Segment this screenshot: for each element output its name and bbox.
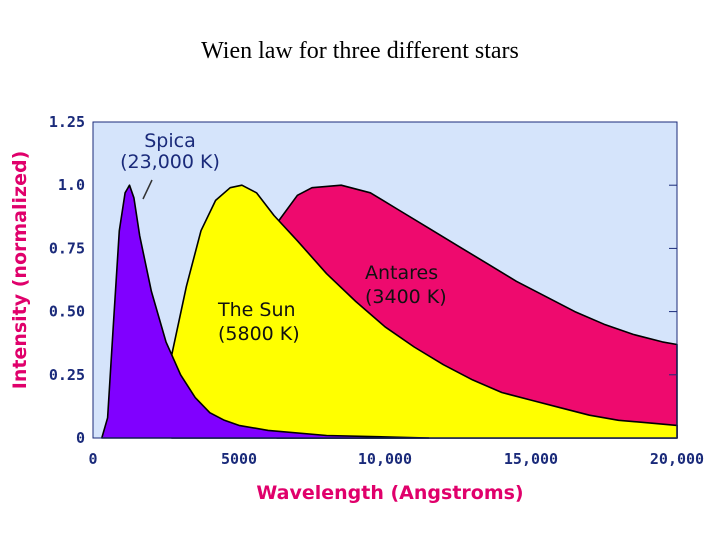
series-the-sun-area	[171, 184, 678, 439]
y-tick-label: 1.0	[58, 176, 85, 194]
plot-frame	[92, 121, 678, 439]
x-axis-label: Wavelength (Angstroms)	[256, 482, 523, 504]
spica-temp-label: (23,000 K)	[120, 151, 220, 173]
chart-title: Wien law for three different stars	[201, 38, 519, 64]
x-tick-label: 10,000	[358, 450, 412, 468]
antares-label: Antares	[365, 262, 438, 284]
y-tick-label: 1.25	[49, 113, 85, 131]
tick-layer: 0 0.25 0.50 0.75 1.0 1.25 0 5000 10,000 15,000 20,…	[49, 113, 704, 468]
x-tick-label: 20,000	[650, 450, 704, 468]
sun-temp-label: (5800 K)	[218, 323, 300, 345]
x-tick-label: 15,000	[504, 450, 558, 468]
x-tick-label: 5000	[221, 450, 257, 468]
y-tick-label: 0	[76, 429, 85, 447]
antares-temp-label: (3400 K)	[365, 286, 447, 308]
spica-pointer-line	[142, 179, 153, 200]
series-layer	[101, 184, 678, 439]
y-tick-label: 0.75	[49, 239, 85, 257]
sun-label: The Sun	[217, 299, 296, 321]
x-tick-label: 0	[88, 450, 97, 468]
y-axis-label: Intensity (normalized)	[9, 151, 31, 390]
y-tick-label: 0.50	[49, 303, 85, 321]
series-spica-area	[101, 184, 430, 439]
spica-label: Spica	[144, 130, 196, 152]
y-tick-label: 0.25	[49, 366, 85, 384]
